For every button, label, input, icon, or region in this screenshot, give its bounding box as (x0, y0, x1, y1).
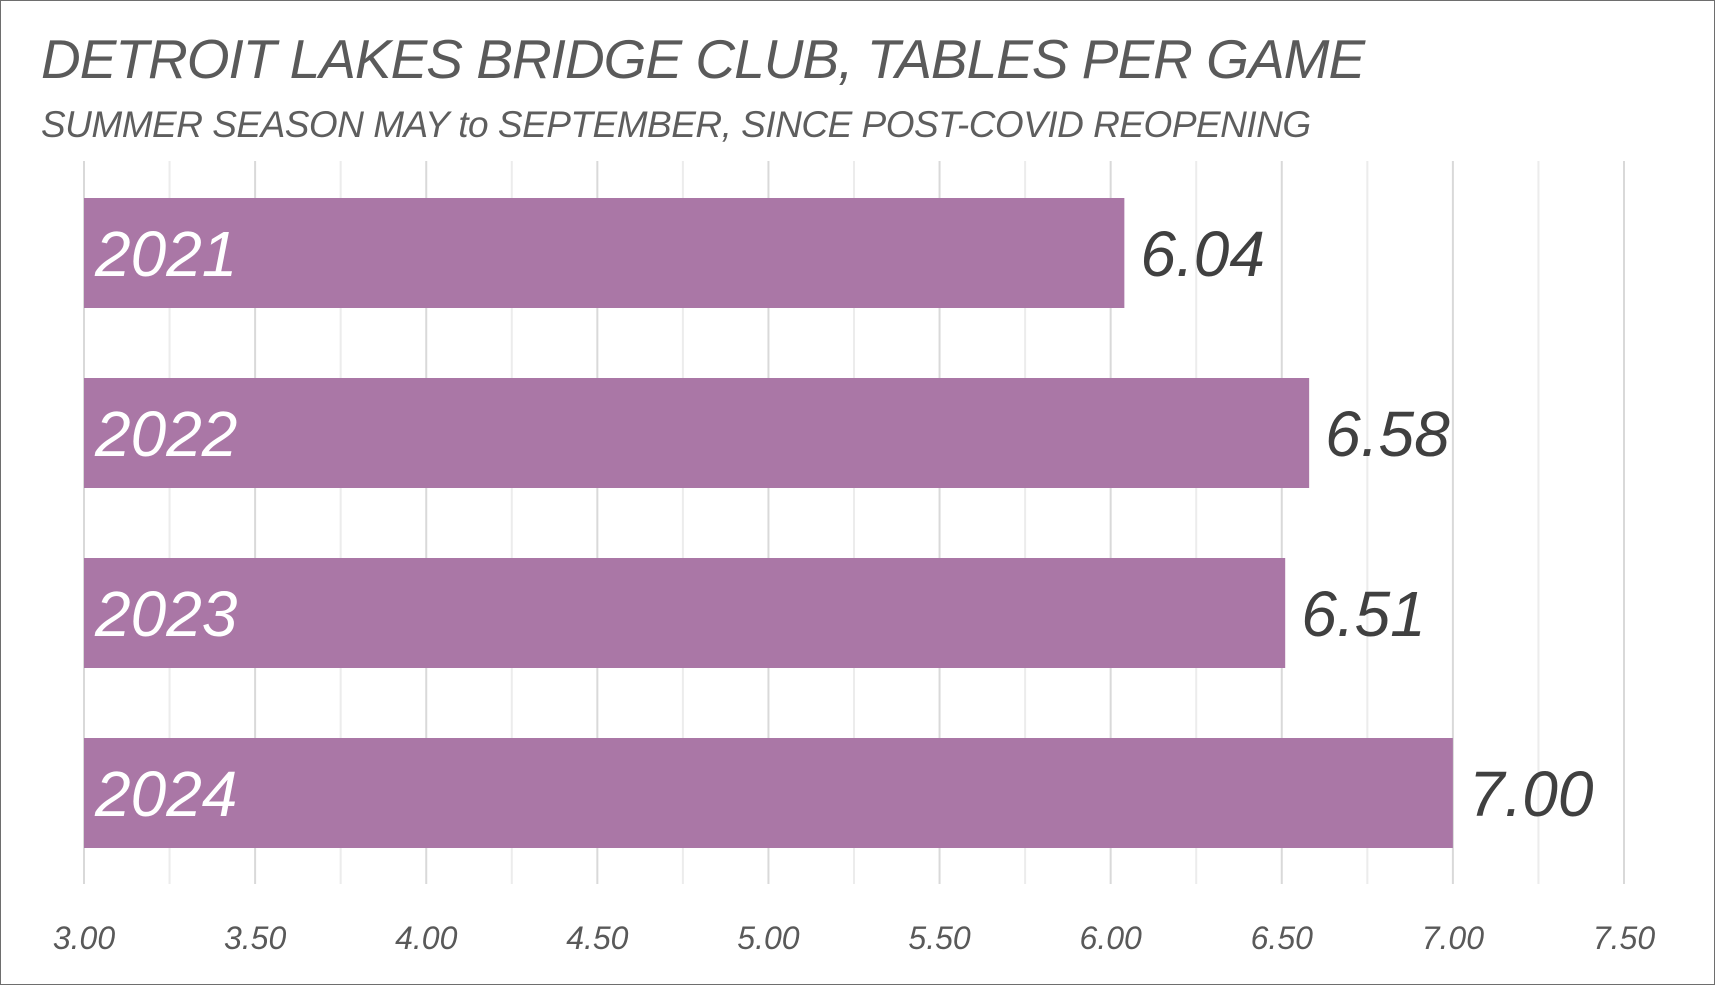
x-tick-label: 7.50 (1593, 920, 1655, 956)
chart-subtitle: SUMMER SEASON MAY to SEPTEMBER, SINCE PO… (41, 104, 1311, 145)
bar-2021 (84, 198, 1125, 308)
x-tick-label: 5.00 (737, 920, 799, 956)
x-axis: 3.00 3.50 4.00 4.50 5.00 5.50 6.00 6.50 7.00 7.50 (53, 920, 1655, 956)
category-label: 2024 (94, 758, 237, 830)
bar-2024 (84, 738, 1453, 848)
bar-2023 (84, 558, 1286, 668)
x-tick-label: 6.00 (1080, 920, 1142, 956)
x-tick-label: 4.50 (566, 920, 628, 956)
labels: 2021 6.04 2022 6.58 2023 6.51 2024 7.00 (94, 218, 1594, 830)
category-label: 2021 (94, 218, 237, 290)
x-tick-label: 3.50 (224, 920, 286, 956)
category-label: 2022 (94, 398, 237, 470)
category-label: 2023 (94, 578, 238, 650)
bar-2022 (84, 378, 1310, 488)
data-label: 6.51 (1301, 578, 1426, 650)
x-tick-label: 4.00 (395, 920, 457, 956)
x-tick-label: 7.00 (1422, 920, 1484, 956)
chart-title: DETROIT LAKES BRIDGE CLUB, TABLES PER GA… (41, 28, 1365, 90)
x-tick-label: 6.50 (1251, 920, 1313, 956)
x-tick-label: 5.50 (908, 920, 970, 956)
x-tick-label: 3.00 (53, 920, 115, 956)
bars (84, 198, 1453, 848)
data-label: 7.00 (1469, 758, 1594, 830)
data-label: 6.04 (1140, 218, 1265, 290)
data-label: 6.58 (1325, 398, 1450, 470)
